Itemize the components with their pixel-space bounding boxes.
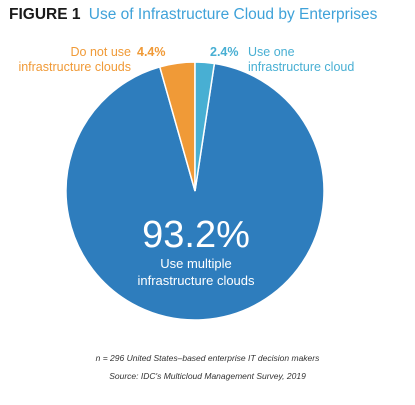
slice-use-multiple <box>65 62 325 321</box>
slice-use-one <box>194 61 216 192</box>
source-note: Source: IDC's Multicloud Management Surv… <box>109 371 306 381</box>
label-use-one-line2: infrastructure cloud <box>248 60 354 74</box>
label-use-one: Use one <box>248 45 295 59</box>
value-use-one: 2.4% <box>210 45 239 59</box>
label-use-multiple: Use multiple <box>160 256 232 271</box>
label-do-not-use: Do not use <box>71 45 132 59</box>
label-use-multiple-line2: infrastructure clouds <box>137 273 255 288</box>
figure-label: FIGURE 1 <box>9 6 81 23</box>
sample-note: n = 296 United States–based enterprise I… <box>95 353 320 363</box>
value-use-multiple: 93.2% <box>142 214 250 256</box>
value-do-not-use: 4.4% <box>137 45 166 59</box>
label-do-not-use-line2: infrastructure clouds <box>18 60 131 74</box>
figure-title: Use of Infrastructure Cloud by Enterpris… <box>88 6 378 23</box>
chart-title: FIGURE 1 Use of Infrastructure Cloud by … <box>9 6 377 24</box>
